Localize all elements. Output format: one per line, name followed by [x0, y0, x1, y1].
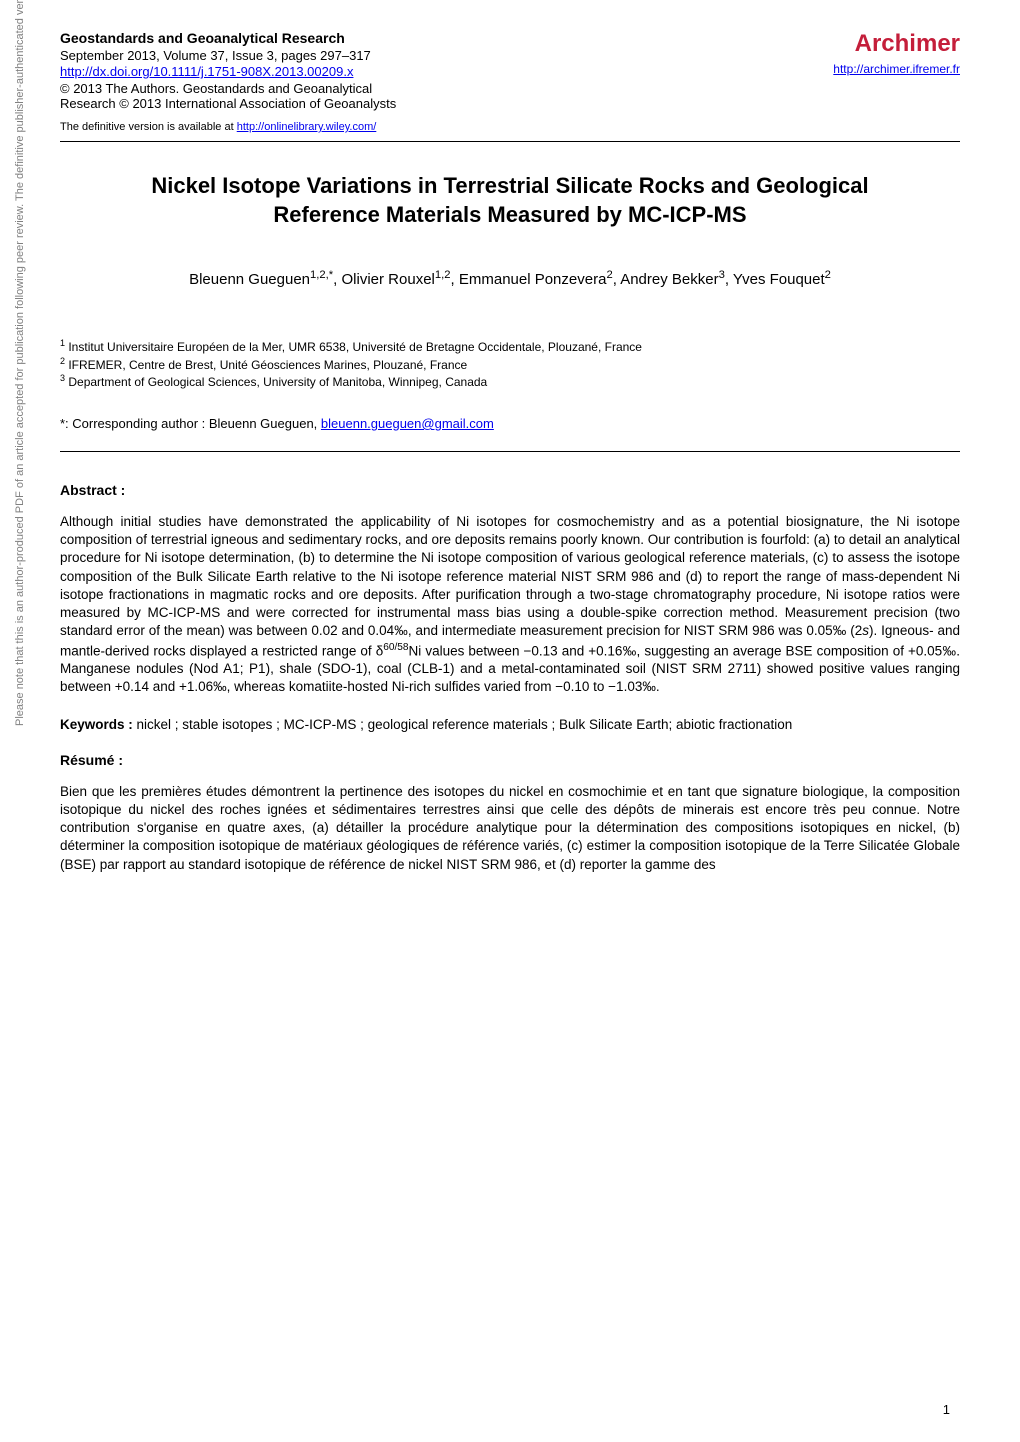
header-row: Geostandards and Geoanalytical Research … — [60, 30, 960, 111]
resume-body: Bien que les premières études démontrent… — [60, 783, 960, 874]
abstract-heading: Abstract : — [60, 482, 960, 498]
sidebar-author-pdf-note: Please note that this is an author-produ… — [14, 0, 26, 726]
definitive-version-prefix: The definitive version is available at — [60, 121, 237, 133]
resume-heading: Résumé : — [60, 752, 960, 768]
journal-name: Geostandards and Geoanalytical Research — [60, 30, 833, 46]
abstract-body: Although initial studies have demonstrat… — [60, 513, 960, 697]
doi-link[interactable]: http://dx.doi.org/10.1111/j.1751-908X.20… — [60, 64, 353, 79]
divider-after-corresponding — [60, 451, 960, 452]
affiliation-3: 3 Department of Geological Sciences, Uni… — [60, 373, 960, 391]
journal-issue-line: September 2013, Volume 37, Issue 3, page… — [60, 48, 833, 63]
corresponding-author: *: Corresponding author : Bleuenn Guegue… — [60, 416, 960, 431]
corresponding-prefix: *: Corresponding author : Bleuenn Guegue… — [60, 416, 321, 431]
keywords-line: Keywords : nickel ; stable isotopes ; MC… — [60, 717, 960, 732]
journal-block: Geostandards and Geoanalytical Research … — [60, 30, 833, 111]
archimer-link[interactable]: http://archimer.ifremer.fr — [833, 62, 960, 76]
page-number: 1 — [943, 1402, 950, 1417]
definitive-version-link[interactable]: http://onlinelibrary.wiley.com/ — [237, 121, 377, 133]
archimer-block: Archimer http://archimer.ifremer.fr — [833, 30, 960, 78]
definitive-version-note: The definitive version is available at h… — [60, 121, 960, 133]
corresponding-email-link[interactable]: bleuenn.gueguen@gmail.com — [321, 416, 494, 431]
copyright-line-2: Research © 2013 International Associatio… — [60, 96, 833, 111]
affiliation-2: 2 IFREMER, Centre de Brest, Unité Géosci… — [60, 356, 960, 374]
affiliation-1: 1 Institut Universitaire Européen de la … — [60, 338, 960, 356]
keywords-text: nickel ; stable isotopes ; MC-ICP-MS ; g… — [133, 717, 793, 732]
paper-title: Nickel Isotope Variations in Terrestrial… — [120, 172, 900, 229]
archimer-logo-text: Archimer — [833, 30, 960, 58]
affiliations-block: 1 Institut Universitaire Européen de la … — [60, 338, 960, 391]
copyright-line-1: © 2013 The Authors. Geostandards and Geo… — [60, 81, 833, 96]
authors-line: Bleuenn Gueguen1,2,*, Olivier Rouxel1,2,… — [60, 269, 960, 288]
keywords-label: Keywords : — [60, 717, 133, 732]
divider-top — [60, 141, 960, 142]
